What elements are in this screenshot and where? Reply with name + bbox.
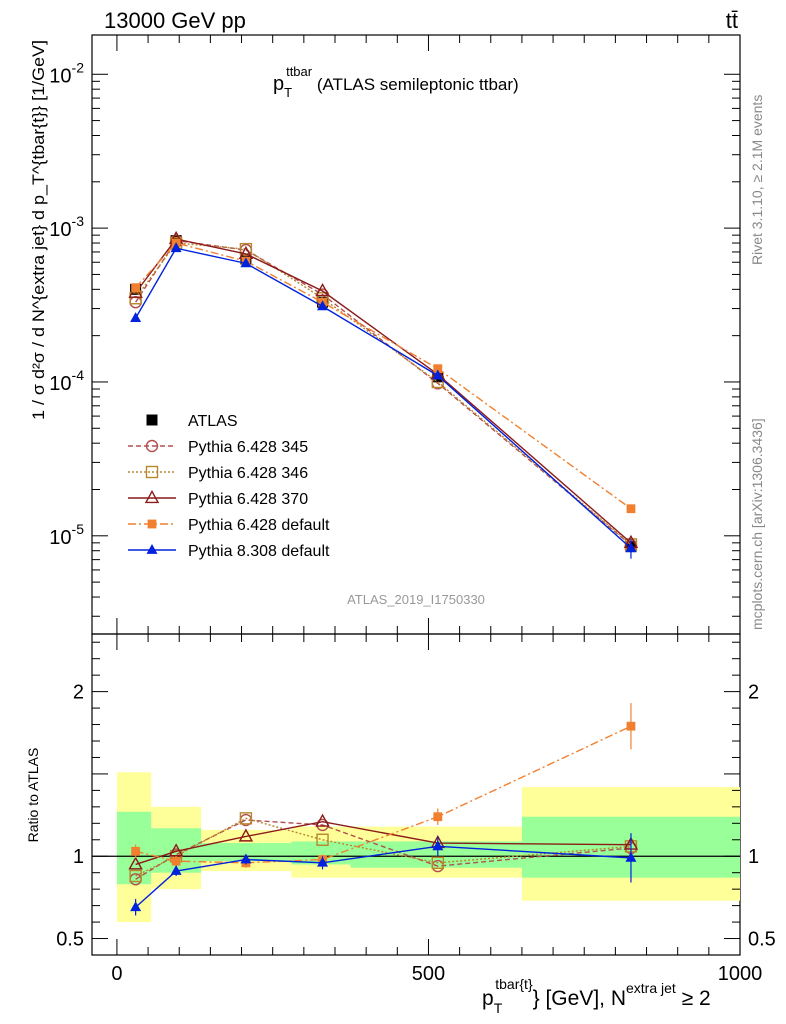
ratio-point-4-2 — [240, 853, 252, 864]
legend-label: Pythia 6.428 345 — [188, 439, 308, 456]
ratio-point-2-0 — [128, 856, 143, 870]
main-series-line-4 — [135, 242, 632, 510]
main-y-tick-label: 10-5 — [49, 521, 84, 549]
ratio-y-axis-label: Ratio to ATLAS — [25, 748, 41, 843]
legend-label: Pythia 8.308 default — [188, 543, 330, 560]
ratio-uncertainty-bands — [92, 772, 740, 923]
main-y-tick-label: 10-2 — [49, 59, 84, 87]
ratio-point-3-4 — [433, 812, 443, 822]
main-point-5-2 — [240, 257, 252, 268]
ratio-series-line-0 — [135, 819, 632, 880]
ratio-y-tick-label: 2 — [73, 682, 84, 704]
ratio-y-tick-label: 1 — [73, 846, 84, 868]
ratio-point-1-4 — [431, 856, 445, 870]
rivet-label: Rivet 3.1.10, ≥ 2.1M events — [749, 95, 765, 265]
ratio-point-2-3 — [315, 813, 330, 827]
ratio-point-2-2 — [238, 828, 254, 842]
legend-item-3: Pythia 6.428 370 — [128, 489, 308, 508]
ratio-point-4-4 — [432, 840, 444, 851]
legend-marker — [147, 519, 157, 529]
main-y-tick-label: 10-3 — [49, 213, 84, 241]
green-band-4 — [291, 841, 351, 865]
legend-label: Pythia 6.428 370 — [188, 491, 308, 508]
ratio-point-1-2 — [239, 812, 253, 825]
ratio-series-4 — [130, 833, 637, 916]
energy-label: 13000 GeV pp — [104, 8, 246, 33]
legend-marker — [145, 465, 159, 479]
ratio-point-3-1 — [171, 856, 181, 866]
legend: ATLAS Pythia 6.428 345 Pythia 6.428 346 Pyt… — [128, 413, 330, 560]
main-point-5-3 — [317, 300, 329, 311]
ratio-point-3-0 — [131, 846, 141, 856]
legend-marker — [145, 439, 159, 453]
legend-marker — [146, 414, 158, 426]
main-point-4-5 — [626, 504, 636, 514]
analysis-label: ATLAS_2019_I1750330 — [347, 592, 485, 607]
legend-item-2: Pythia 6.428 346 — [128, 465, 308, 482]
ratio-point-1-3 — [316, 833, 329, 846]
main-point-3-3 — [315, 282, 330, 297]
legend-item-1: Pythia 6.428 345 — [128, 439, 308, 456]
green-band-3 — [263, 843, 292, 862]
main-y-axis-label: 1 / σ d²σ / d N^{extra jet} d p_T^{tbar{… — [29, 40, 48, 420]
ratio-series-group — [128, 703, 639, 916]
legend-item-5: Pythia 8.308 default — [128, 543, 330, 560]
ratio-point-1-0 — [129, 869, 142, 883]
main-point-4-4 — [433, 364, 443, 374]
ratio-y-tick-label-right: 1 — [748, 846, 759, 868]
plot-title: pTttbar (ATLAS semileptonic ttbar) — [273, 64, 519, 100]
green-band-2 — [201, 843, 264, 862]
legend-item-0: ATLAS — [146, 413, 238, 430]
main-series-line-3 — [135, 238, 632, 544]
ratio-y-tick-label-right: 2 — [748, 682, 759, 704]
main-point-5-5 — [625, 542, 637, 553]
main-point-4-0 — [131, 283, 141, 293]
ratio-y-tick-label-right: 0.5 — [748, 929, 776, 951]
x-axis-label: pTtbar{t}} [GeV], Nextra jet ≥ 2 — [482, 976, 711, 1016]
legend-item-4: Pythia 6.428 default — [128, 517, 330, 534]
x-tick-label: 0 — [111, 963, 122, 985]
main-point-5-1 — [170, 242, 182, 253]
process-label: tt̄ — [726, 8, 738, 33]
main-point-5-4 — [432, 369, 444, 380]
ratio-point-3-5 — [626, 721, 636, 731]
main-series-group — [128, 230, 639, 559]
legend-marker — [144, 489, 160, 504]
legend-label: ATLAS — [188, 413, 238, 430]
ratio-point-2-1 — [168, 843, 184, 857]
main-series-5 — [130, 242, 637, 559]
main-series-line-5 — [135, 247, 632, 549]
ratio-y-tick-label: 0.5 — [56, 929, 84, 951]
x-tick-label: 1000 — [718, 963, 763, 985]
ratio-point-4-5 — [625, 851, 637, 862]
main-y-tick-label: 10-4 — [49, 367, 84, 395]
main-point-5-0 — [130, 312, 142, 322]
main-series-line-2 — [135, 242, 632, 545]
mcplots-label: mcplots.cern.ch [arXiv:1306.3436] — [749, 418, 765, 630]
ratio-series-line-2 — [135, 820, 631, 866]
legend-label: Pythia 6.428 346 — [188, 465, 308, 482]
x-tick-label: 500 — [412, 963, 445, 985]
ratio-series-line-4 — [135, 845, 632, 908]
legend-marker — [146, 543, 158, 554]
ratio-point-4-1 — [170, 864, 182, 875]
ratio-point-4-0 — [130, 901, 142, 912]
legend-label: Pythia 6.428 default — [188, 517, 330, 534]
ratio-point-4-3 — [317, 856, 329, 867]
